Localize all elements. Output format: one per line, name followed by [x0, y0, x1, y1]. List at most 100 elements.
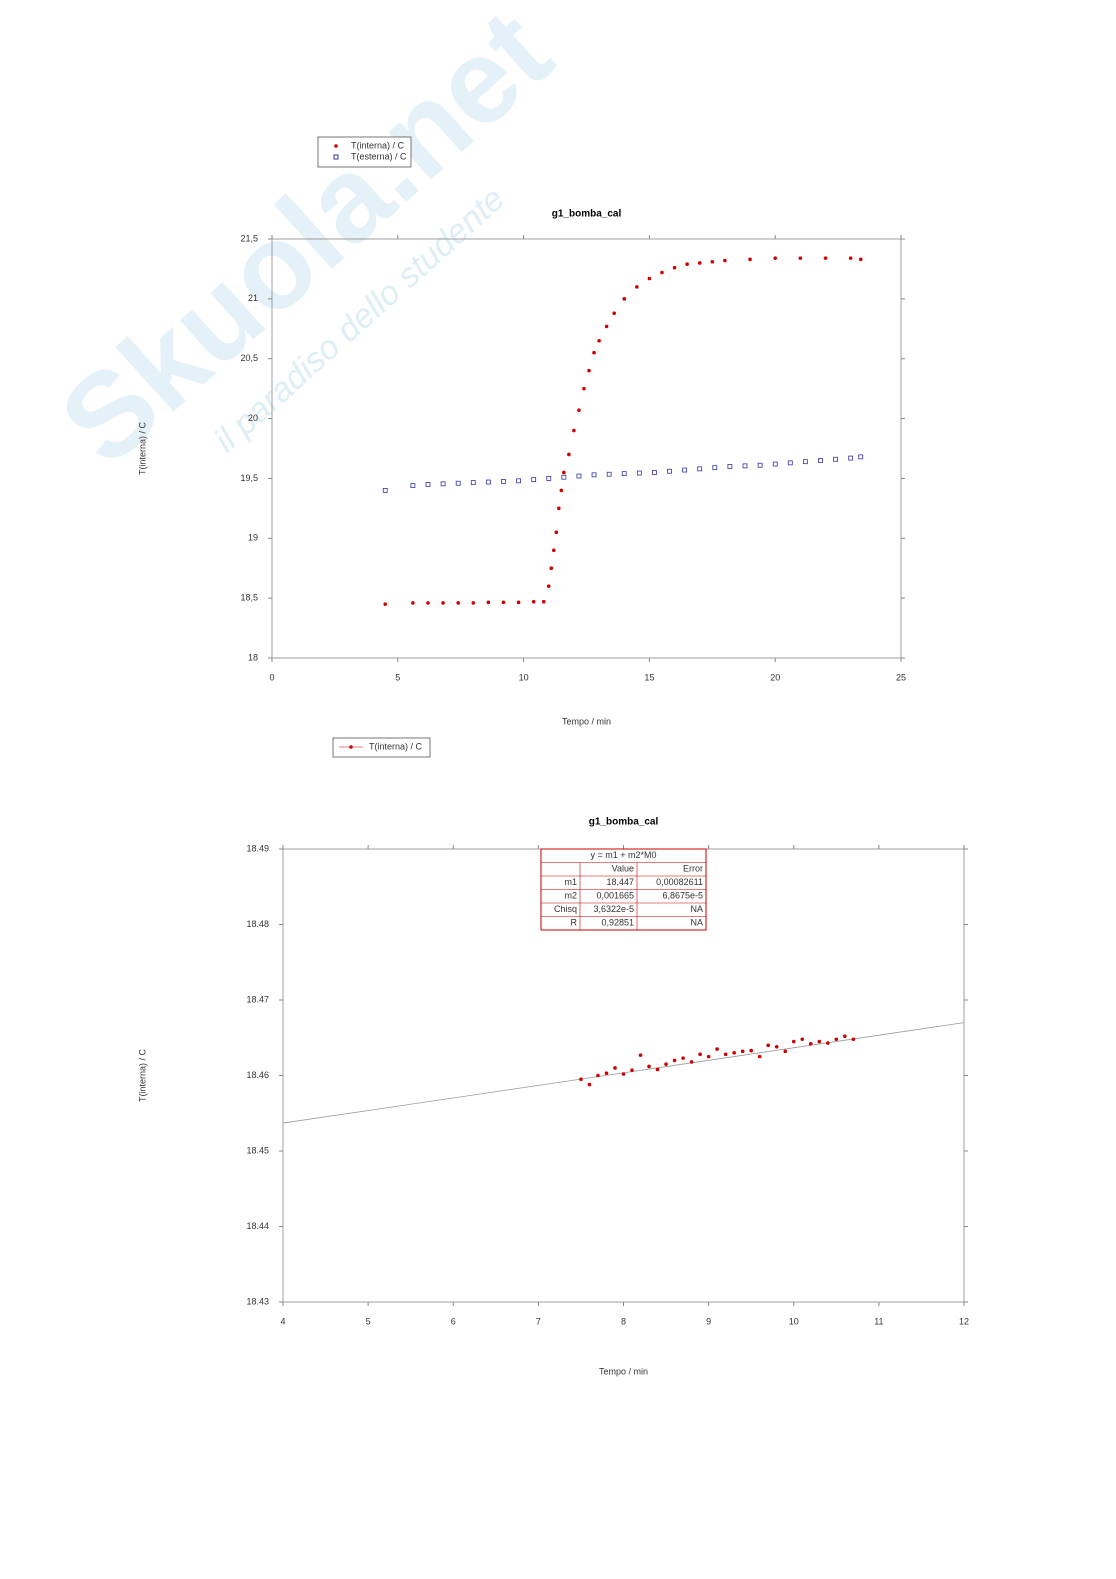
y-tick-label: 18.47: [246, 994, 269, 1004]
point: [622, 297, 627, 301]
fit-table-cell: m2: [564, 891, 577, 901]
point: [592, 350, 596, 355]
point: [516, 600, 521, 605]
x-tick-label: 5: [366, 1316, 371, 1326]
point: [604, 324, 609, 329]
legend-marker: [333, 154, 339, 160]
point: [652, 470, 657, 475]
point: [516, 478, 521, 484]
fit-table-header: Value: [612, 864, 634, 874]
point: [410, 483, 416, 489]
point: [455, 480, 461, 486]
point: [698, 1052, 702, 1057]
point: [613, 1066, 617, 1070]
x-tick-label: 15: [644, 672, 654, 682]
point: [710, 259, 715, 264]
chart-title: g1_bomba_cal: [589, 817, 659, 828]
point: [577, 408, 581, 412]
point: [732, 1051, 736, 1055]
point: [685, 262, 689, 266]
point: [802, 459, 808, 465]
fit-table-cell: 3,6322e-5: [593, 904, 634, 914]
point: [471, 601, 476, 605]
point: [541, 599, 546, 604]
point: [757, 1054, 762, 1059]
point: [682, 467, 688, 473]
point: [706, 1054, 711, 1059]
point: [697, 466, 703, 472]
point: [456, 601, 460, 605]
fit-table-cell: NA: [690, 918, 703, 928]
legend-marker: [334, 144, 338, 148]
point: [382, 487, 388, 493]
point: [501, 479, 506, 484]
point: [596, 1073, 600, 1078]
point: [636, 470, 642, 476]
x-axis-label: Tempo / min: [599, 1366, 648, 1376]
legend-box: [317, 136, 412, 168]
point: [766, 1043, 771, 1048]
x-tick-label: 7: [536, 1316, 541, 1326]
legend-box: [332, 737, 431, 758]
fit-table-header: Error: [683, 864, 703, 874]
point: [572, 428, 576, 433]
point: [531, 599, 536, 604]
y-tick-label: 18.43: [246, 1296, 269, 1306]
x-tick-label: 25: [896, 672, 906, 682]
point: [630, 1068, 634, 1073]
point: [681, 1056, 685, 1060]
point: [426, 601, 430, 605]
y-axis-label: T(interna) / C: [137, 1048, 147, 1102]
point: [826, 1041, 830, 1045]
point: [425, 482, 431, 487]
watermark: Skuola.net il paradiso dello studente: [35, 0, 576, 490]
point: [591, 472, 597, 478]
point: [562, 470, 566, 475]
point: [858, 257, 863, 262]
y-tick-label: 18.44: [246, 1221, 269, 1231]
point: [774, 1045, 779, 1049]
fit-table-cell: 0,92851: [601, 918, 634, 928]
x-tick-label: 8: [621, 1316, 626, 1326]
chart-title: g1_bomba_cal: [552, 209, 622, 220]
point: [843, 1034, 847, 1039]
point: [791, 1039, 796, 1044]
point: [798, 256, 803, 260]
point: [858, 454, 864, 460]
point: [647, 1064, 651, 1069]
point: [851, 1037, 856, 1042]
point: [621, 471, 627, 477]
point: [587, 368, 591, 373]
fit-table-cell: 6,8675e-5: [662, 891, 703, 901]
y-tick-label: 21,5: [240, 233, 258, 243]
point: [848, 256, 853, 260]
x-tick-label: 10: [519, 672, 529, 682]
point: [579, 1077, 583, 1082]
legend-label: T(interna) / C: [351, 140, 405, 150]
point: [582, 386, 586, 391]
point: [655, 1067, 660, 1072]
point: [715, 1047, 719, 1051]
point: [559, 488, 564, 493]
point: [486, 600, 491, 605]
point: [635, 285, 639, 289]
x-tick-label: 0: [269, 672, 274, 682]
y-tick-label: 18.49: [246, 843, 269, 853]
point: [597, 338, 601, 343]
point: [697, 261, 702, 265]
point: [772, 461, 778, 467]
point: [551, 548, 556, 553]
x-tick-label: 12: [959, 1316, 969, 1326]
point: [554, 530, 559, 535]
y-tick-label: 18.48: [246, 919, 269, 929]
point: [748, 257, 752, 262]
point: [638, 1053, 643, 1057]
point: [740, 1049, 745, 1054]
point: [576, 473, 582, 479]
fit-table-cell: 0,001665: [596, 891, 634, 901]
fit-table-cell: R: [571, 918, 578, 928]
y-tick-label: 18,5: [240, 593, 258, 603]
plot-frame: [271, 238, 902, 659]
fit-table-cell: 18,447: [606, 877, 634, 887]
